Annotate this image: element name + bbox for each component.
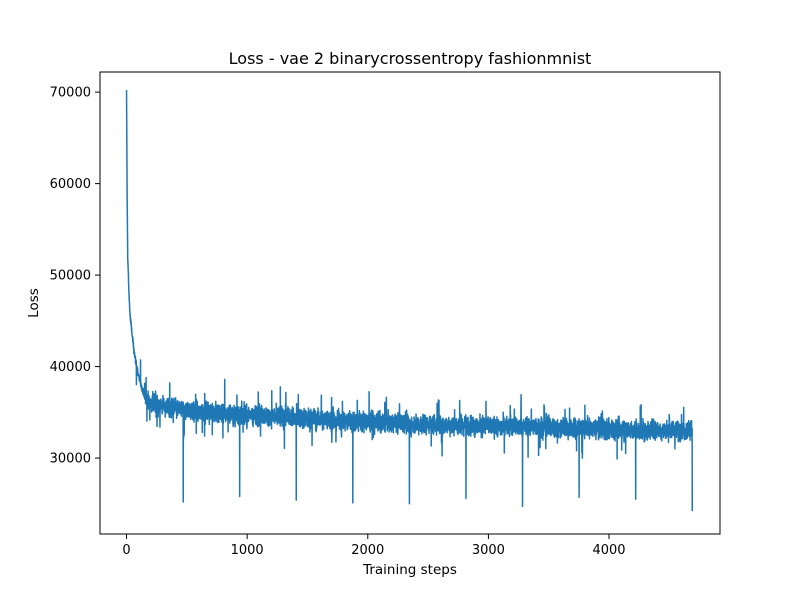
y-axis-label: Loss [26, 288, 42, 318]
y-tick-label: 40000 [50, 360, 91, 375]
x-tick-label: 0 [122, 543, 130, 558]
y-tick-label: 70000 [50, 86, 91, 101]
x-axis: 0 1000 2000 3000 4000 [122, 534, 626, 558]
x-tick-label: 1000 [231, 543, 264, 558]
loss-series-line [125, 90, 694, 512]
y-tick-label: 30000 [50, 452, 91, 467]
plot-frame [99, 71, 721, 535]
x-tick-label: 3000 [472, 543, 505, 558]
chart-title: Loss - vae 2 binarycrossentropy fashionm… [229, 49, 592, 68]
y-axis: 30000 40000 50000 60000 70000 [50, 86, 100, 467]
x-tick-label: 4000 [592, 543, 625, 558]
plot-area [99, 71, 721, 535]
y-tick-label: 50000 [50, 269, 91, 284]
y-tick-label: 60000 [50, 177, 91, 192]
x-axis-label: Training steps [362, 562, 457, 578]
x-tick-label: 2000 [351, 543, 384, 558]
